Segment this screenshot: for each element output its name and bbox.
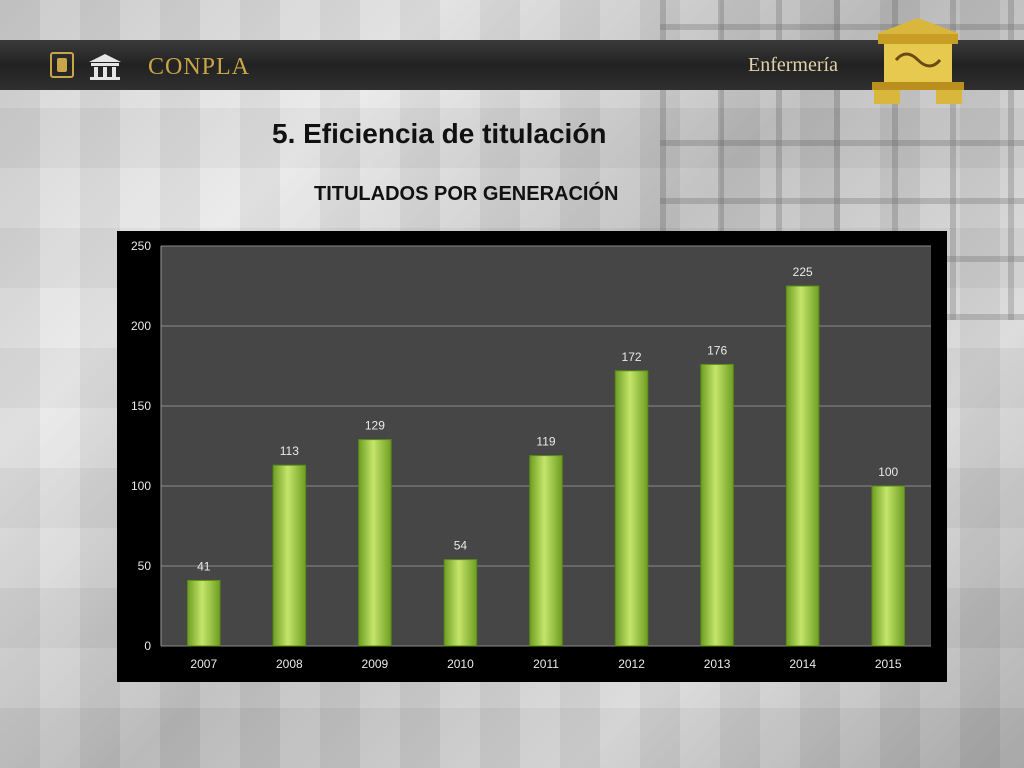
y-tick-label: 0 [144, 639, 151, 653]
bar [272, 464, 307, 647]
bar [529, 455, 563, 647]
data-label: 172 [622, 350, 642, 364]
y-tick-label: 50 [138, 559, 152, 573]
bar-chart: 0 50 100 150 200 250 41 2007 113 2008 129 2009 54 201… [117, 231, 947, 682]
temple-emblem-icon [872, 18, 964, 104]
data-label: 119 [536, 435, 555, 449]
y-tick-label: 100 [131, 479, 151, 493]
x-tick-label: 2011 [533, 657, 559, 671]
bar [358, 439, 392, 647]
x-tick-label: 2015 [875, 657, 902, 671]
data-label: 225 [793, 265, 813, 279]
bar-chart-svg: 0 50 100 150 200 250 41 2007 113 2008 129 2009 54 201… [131, 239, 931, 671]
bar [443, 559, 478, 647]
header-bar [0, 40, 1024, 90]
y-tick-label: 200 [131, 319, 151, 333]
x-tick-label: 2008 [276, 657, 303, 671]
brand-name: CONPLA [148, 54, 251, 80]
data-label: 129 [365, 419, 385, 433]
bar [700, 363, 734, 647]
data-label: 100 [878, 465, 898, 479]
data-label: 113 [280, 444, 299, 458]
nursing-school-building-icon [89, 54, 121, 80]
unam-shield-icon [50, 52, 74, 78]
y-tick-label: 250 [131, 239, 151, 253]
slide-title: 5. Eficiencia de titulación [272, 118, 607, 149]
data-label: 41 [197, 559, 211, 573]
x-tick-label: 2012 [618, 657, 645, 671]
y-tick-label: 150 [131, 399, 151, 413]
bar [785, 285, 820, 647]
chart-subtitle: TITULADOS POR GENERACIÓN [314, 183, 619, 205]
data-label: 176 [707, 343, 727, 357]
x-tick-label: 2009 [362, 657, 389, 671]
bar [871, 485, 905, 647]
bar [614, 370, 649, 647]
x-tick-label: 2013 [704, 657, 731, 671]
x-tick-label: 2010 [447, 657, 474, 671]
x-tick-label: 2007 [190, 657, 217, 671]
data-label: 54 [454, 539, 468, 553]
x-tick-label: 2014 [789, 657, 816, 671]
bar [187, 579, 221, 647]
school-name: Enfermería [748, 54, 838, 76]
